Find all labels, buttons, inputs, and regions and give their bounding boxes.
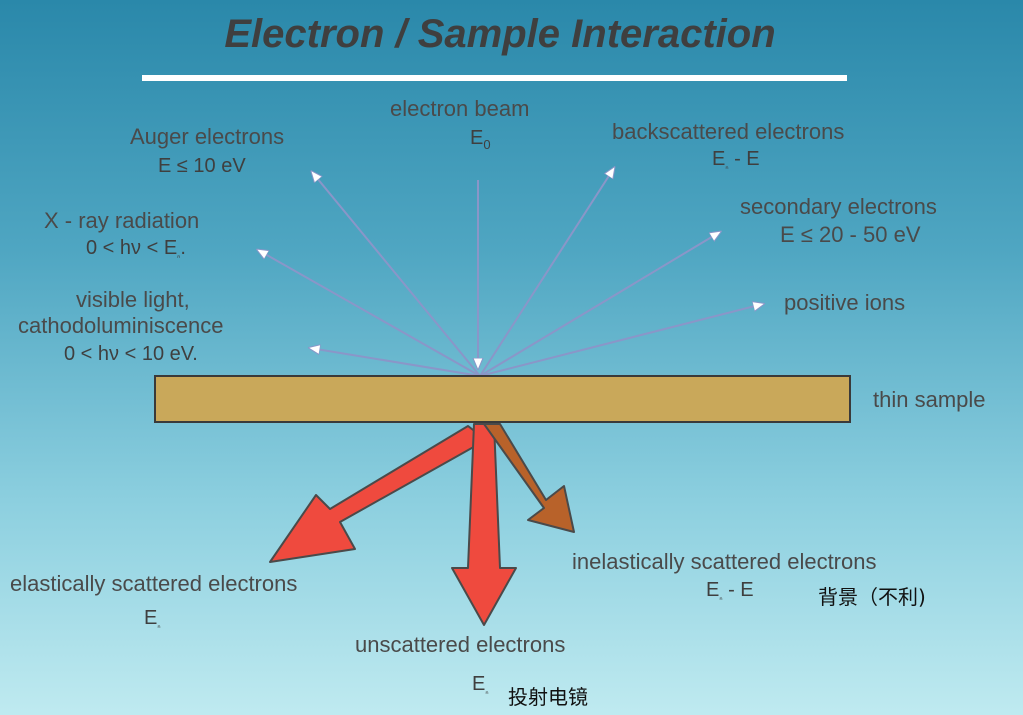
secondary-electrons-energy: E ≤ 20 - 50 eV (780, 222, 921, 247)
elastic-scattered-label: elastically scattered electrons (10, 571, 298, 596)
xray-arrow (258, 250, 481, 377)
cathodoluminiscence-label: cathodoluminiscence (18, 313, 224, 338)
backscattered-electrons-label: backscattered electrons (612, 119, 845, 144)
positive-ions-label: positive ions (784, 290, 906, 315)
electron-beam-label: electron beam (390, 96, 530, 121)
page-title: Electron / Sample Interaction (224, 12, 776, 56)
auger-electrons-energy: E ≤ 10 eV (158, 155, 246, 177)
xray-radiation-energy: 0 < hν < Eₙ. (86, 237, 186, 260)
elastic-scattered-arrow (269, 425, 487, 563)
secondary-electrons-label: secondary electrons (740, 194, 937, 219)
inelastic-note: 背景（不利) (818, 585, 926, 609)
thin-sample-label: thin sample (873, 387, 986, 412)
visible-light-energy: 0 < hν < 10 eV. (64, 343, 198, 365)
auger-electrons-label: Auger electrons (130, 124, 285, 149)
xray-radiation-label: X - ray radiation (44, 208, 200, 233)
unscattered-arrow (451, 423, 517, 626)
positive-ions-arrow (479, 304, 763, 377)
secondary-arrow (479, 232, 720, 377)
visible-light-label: visible light, (76, 287, 190, 312)
backscattered-electrons-energy: Eₙ - E (712, 148, 760, 171)
inelastic-scattered-label: inelastically scattered electrons (572, 549, 877, 574)
electron-beam-energy: E0 (470, 127, 491, 152)
backscattered-arrow (479, 168, 614, 377)
unscattered-energy: Eₙ (472, 673, 489, 696)
visible-light-arrow (310, 348, 481, 377)
unscattered-label: unscattered electrons (355, 632, 566, 657)
title-underline (142, 75, 847, 81)
thin-sample-bar (154, 375, 851, 423)
auger-arrow (312, 172, 481, 377)
inelastic-scattered-energy: Eₙ - E (706, 579, 754, 602)
unscattered-note: 投射电镜 (508, 685, 588, 709)
inelastic-scattered-arrow (483, 423, 575, 533)
elastic-scattered-energy: Eₙ (144, 607, 161, 630)
